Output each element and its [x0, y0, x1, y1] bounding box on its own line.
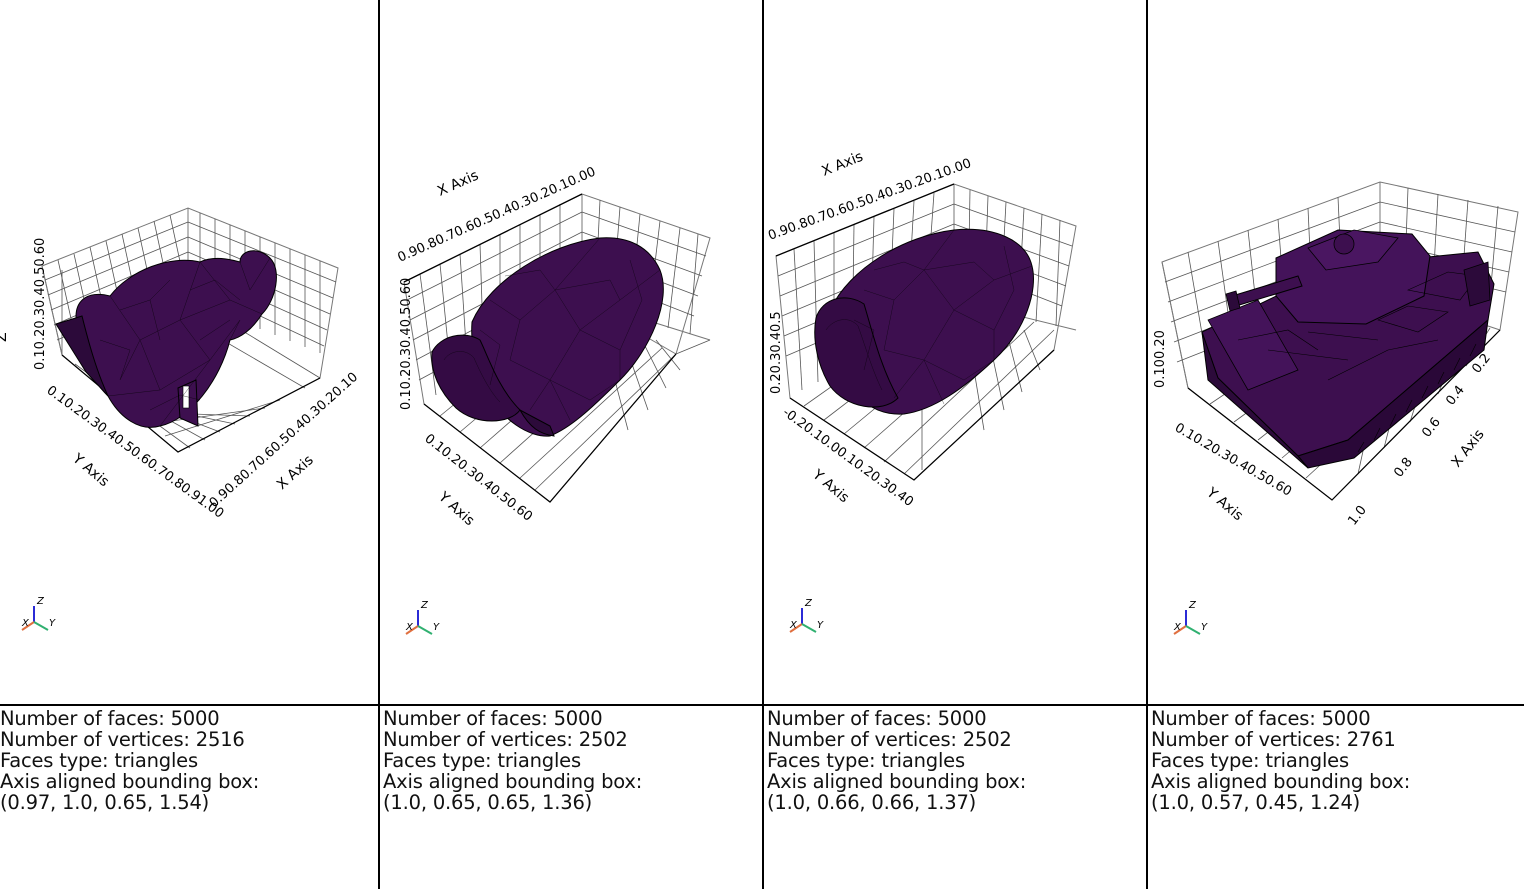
z-tick-labels-3: 0.20.30.40.5: [769, 311, 784, 394]
mesh-tank-4: [1201, 229, 1495, 469]
orientation-widget-2: Z X Y: [405, 600, 440, 635]
x-tick-label: 1.0: [1345, 503, 1370, 529]
x-axis-label-2: X Axis: [435, 168, 481, 200]
render-view-4[interactable]: X Axis Y Axis 0.2 0.4 0.6 0.8 1.0 0.10.2…: [1148, 0, 1524, 704]
z-axis-label-1: Z: [0, 332, 10, 342]
y-axis-label-4: Y Axis: [1203, 484, 1246, 524]
mesh-info-3: Number of faces: 5000 Number of vertices…: [767, 708, 1026, 813]
bbox-value: (1.0, 0.65, 0.65, 1.36): [383, 791, 593, 814]
faces-count: Number of faces: 5000: [1151, 707, 1371, 730]
mesh-info-2: Number of faces: 5000 Number of vertices…: [383, 708, 642, 813]
x-axis-label-1: X Axis: [274, 452, 317, 493]
render-view-3[interactable]: X Axis Y Axis 0.90.80.70.60.50.40.30.20.…: [764, 0, 1146, 704]
vertices-count: Number of vertices: 2502: [767, 728, 1012, 751]
faces-count: Number of faces: 5000: [767, 707, 987, 730]
render-view-1[interactable]: X Axis Y Axis Z 0.90.80.70.60.50.40.30.2…: [0, 0, 378, 704]
orient-y-label: Y: [817, 620, 824, 631]
bbox-value: (0.97, 1.0, 0.65, 1.54): [0, 791, 210, 814]
z-tick-labels-4: 0.100.20: [1153, 330, 1168, 388]
orient-x-label: X: [789, 620, 798, 631]
vertices-count: Number of vertices: 2502: [383, 728, 628, 751]
vertices-count: Number of vertices: 2516: [0, 728, 245, 751]
orientation-widget-4: Z X Y: [1173, 600, 1208, 635]
orient-x-label: X: [405, 622, 414, 633]
orient-y-label: Y: [49, 618, 56, 629]
mesh-vase-1: [55, 250, 277, 428]
faces-type: Faces type: triangles: [767, 749, 965, 772]
x-tick-label: 0.4: [1443, 383, 1468, 409]
faces-count: Number of faces: 5000: [0, 707, 220, 730]
orient-z-label: Z: [36, 596, 45, 607]
mesh-vase-2: [431, 237, 664, 437]
mesh-info-1: Number of faces: 5000 Number of vertices…: [0, 708, 259, 813]
bbox-value: (1.0, 0.57, 0.45, 1.24): [1151, 791, 1361, 814]
viewport-panel-1[interactable]: X Axis Y Axis Z 0.90.80.70.60.50.40.30.2…: [0, 0, 378, 889]
orient-z-label: Z: [420, 600, 429, 611]
x-tick-labels-3: 0.90.80.70.60.50.40.30.20.10.00: [766, 156, 973, 244]
y-tick-labels-2: 0.10.20.30.40.50.60: [422, 431, 536, 524]
faces-type: Faces type: triangles: [383, 749, 581, 772]
orient-x-label: X: [1173, 622, 1182, 633]
mesh-info-4: Number of faces: 5000 Number of vertices…: [1151, 708, 1410, 813]
orientation-widget-1: Z X Y: [21, 596, 56, 631]
orient-y-label: Y: [1201, 622, 1208, 633]
bbox-label: Axis aligned bounding box:: [383, 770, 643, 793]
x-tick-label: 0.6: [1419, 415, 1444, 441]
info-divider: [0, 704, 1524, 706]
orient-z-label: Z: [1188, 600, 1197, 611]
z-tick-labels-2: 0.10.20.30.40.50.60: [399, 278, 414, 410]
bbox-label: Axis aligned bounding box:: [767, 770, 1027, 793]
mesh-vase-3: [814, 228, 1034, 415]
x-axis-label-3: X Axis: [820, 149, 866, 180]
orient-y-label: Y: [433, 622, 440, 633]
y-axis-label-3: Y Axis: [809, 466, 852, 506]
orientation-widget-3: Z X Y: [789, 598, 824, 633]
x-axis-label-4: X Axis: [1449, 427, 1488, 471]
bbox-label: Axis aligned bounding box:: [1151, 770, 1411, 793]
faces-count: Number of faces: 5000: [383, 707, 603, 730]
bbox-label: Axis aligned bounding box:: [0, 770, 260, 793]
orient-z-label: Z: [804, 598, 813, 609]
y-axis-label-2: Y Axis: [435, 488, 478, 529]
faces-type: Faces type: triangles: [0, 749, 198, 772]
panel-divider: [762, 0, 764, 889]
z-tick-labels-1: 0.10.20.30.40.50.60: [33, 238, 48, 370]
faces-type: Faces type: triangles: [1151, 749, 1349, 772]
panel-divider: [378, 0, 380, 889]
viewport-panel-3[interactable]: X Axis Y Axis 0.90.80.70.60.50.40.30.20.…: [764, 0, 1146, 889]
orient-x-label: X: [21, 618, 30, 629]
viewport-panel-2[interactable]: X Axis Y Axis 0.90.80.70.60.50.40.30.20.…: [380, 0, 762, 889]
panel-divider: [1146, 0, 1148, 889]
y-axis-label-1: Y Axis: [69, 450, 112, 490]
render-view-2[interactable]: X Axis Y Axis 0.90.80.70.60.50.40.30.20.…: [380, 0, 762, 704]
vertices-count: Number of vertices: 2761: [1151, 728, 1396, 751]
x-tick-label: 0.8: [1391, 455, 1416, 481]
bbox-value: (1.0, 0.66, 0.66, 1.37): [767, 791, 977, 814]
viewport-panel-4[interactable]: X Axis Y Axis 0.2 0.4 0.6 0.8 1.0 0.10.2…: [1148, 0, 1524, 889]
